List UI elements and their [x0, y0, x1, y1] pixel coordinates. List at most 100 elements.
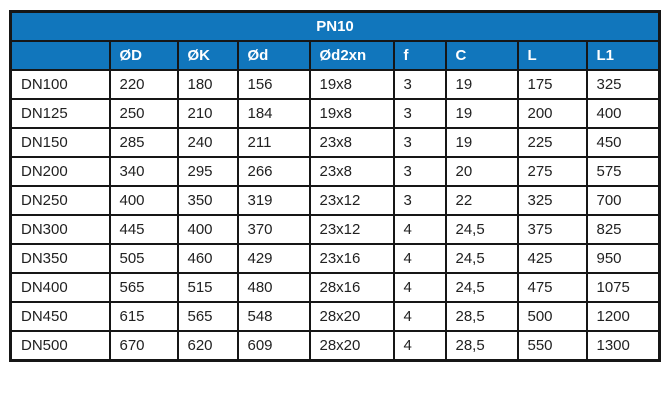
cell: 275: [516, 156, 588, 187]
cell: 340: [108, 156, 179, 187]
cell: 615: [108, 301, 179, 332]
row-label: DN450: [9, 301, 111, 332]
table-row: DN500 670 620 609 28x20 4 28,5 550 1300: [9, 330, 661, 362]
cell: 180: [176, 69, 239, 100]
cell: 575: [585, 156, 661, 187]
cell: 295: [176, 156, 239, 187]
cell: 950: [585, 243, 661, 274]
cell: 24,5: [444, 272, 519, 303]
column-header-od2xn: Ød2xn: [308, 40, 395, 71]
cell: 400: [585, 98, 661, 129]
cell: 23x16: [308, 243, 395, 274]
row-label: DN300: [9, 214, 111, 245]
table-row: DN250 400 350 319 23x12 3 22 325 700: [9, 185, 661, 216]
cell: 210: [176, 98, 239, 129]
table-row: DN150 285 240 211 23x8 3 19 225 450: [9, 127, 661, 158]
cell: 375: [516, 214, 588, 245]
cell: 19x8: [308, 69, 395, 100]
cell: 700: [585, 185, 661, 216]
row-label: DN250: [9, 185, 111, 216]
cell: 19: [444, 127, 519, 158]
cell: 4: [392, 330, 447, 362]
table-header-row: ØD ØK Ød Ød2xn f C L L1: [9, 40, 661, 71]
cell: 1300: [585, 330, 661, 362]
row-label: DN350: [9, 243, 111, 274]
table-row: DN400 565 515 480 28x16 4 24,5 475 1075: [9, 272, 661, 303]
cell: 548: [236, 301, 311, 332]
cell: 156: [236, 69, 311, 100]
cell: 609: [236, 330, 311, 362]
table-title-row: PN10: [9, 10, 661, 42]
cell: 23x12: [308, 214, 395, 245]
cell: 266: [236, 156, 311, 187]
cell: 3: [392, 156, 447, 187]
cell: 4: [392, 272, 447, 303]
cell: 4: [392, 243, 447, 274]
column-header-odsm: Ød: [236, 40, 311, 71]
cell: 19x8: [308, 98, 395, 129]
cell: 3: [392, 127, 447, 158]
cell: 825: [585, 214, 661, 245]
row-label: DN150: [9, 127, 111, 158]
table-body: DN100 220 180 156 19x8 3 19 175 325 DN125 250 210 18…: [9, 69, 661, 362]
cell: 350: [176, 185, 239, 216]
cell: 319: [236, 185, 311, 216]
cell: 325: [585, 69, 661, 100]
cell: 515: [176, 272, 239, 303]
cell: 480: [236, 272, 311, 303]
cell: 4: [392, 301, 447, 332]
table-row: DN300 445 400 370 23x12 4 24,5 375 825: [9, 214, 661, 245]
cell: 23x12: [308, 185, 395, 216]
cell: 200: [516, 98, 588, 129]
pn10-dimension-table: PN10 ØD ØK Ød Ød2xn f C L L1 DN100 220 180…: [9, 10, 662, 362]
cell: 28,5: [444, 301, 519, 332]
cell: 565: [176, 301, 239, 332]
column-header-l1: L1: [585, 40, 661, 71]
column-header-c: C: [444, 40, 519, 71]
table-row: DN200 340 295 266 23x8 3 20 275 575: [9, 156, 661, 187]
cell: 23x8: [308, 156, 395, 187]
cell: 445: [108, 214, 179, 245]
cell: 3: [392, 185, 447, 216]
cell: 23x8: [308, 127, 395, 158]
cell: 450: [585, 127, 661, 158]
table-row: DN350 505 460 429 23x16 4 24,5 425 950: [9, 243, 661, 274]
cell: 24,5: [444, 214, 519, 245]
cell: 19: [444, 69, 519, 100]
column-header-ok: ØK: [176, 40, 239, 71]
cell: 505: [108, 243, 179, 274]
cell: 225: [516, 127, 588, 158]
cell: 28x20: [308, 330, 395, 362]
cell: 1075: [585, 272, 661, 303]
column-header-blank: [9, 40, 111, 71]
cell: 370: [236, 214, 311, 245]
cell: 500: [516, 301, 588, 332]
column-header-od: ØD: [108, 40, 179, 71]
cell: 3: [392, 69, 447, 100]
cell: 28,5: [444, 330, 519, 362]
cell: 211: [236, 127, 311, 158]
cell: 285: [108, 127, 179, 158]
cell: 620: [176, 330, 239, 362]
cell: 240: [176, 127, 239, 158]
cell: 565: [108, 272, 179, 303]
cell: 1200: [585, 301, 661, 332]
cell: 425: [516, 243, 588, 274]
column-header-f: f: [392, 40, 447, 71]
cell: 460: [176, 243, 239, 274]
cell: 429: [236, 243, 311, 274]
cell: 325: [516, 185, 588, 216]
cell: 24,5: [444, 243, 519, 274]
cell: 28x16: [308, 272, 395, 303]
cell: 22: [444, 185, 519, 216]
cell: 175: [516, 69, 588, 100]
row-label: DN100: [9, 69, 111, 100]
cell: 400: [176, 214, 239, 245]
row-label: DN200: [9, 156, 111, 187]
row-label: DN400: [9, 272, 111, 303]
cell: 220: [108, 69, 179, 100]
table-title: PN10: [9, 10, 661, 42]
cell: 28x20: [308, 301, 395, 332]
cell: 19: [444, 98, 519, 129]
